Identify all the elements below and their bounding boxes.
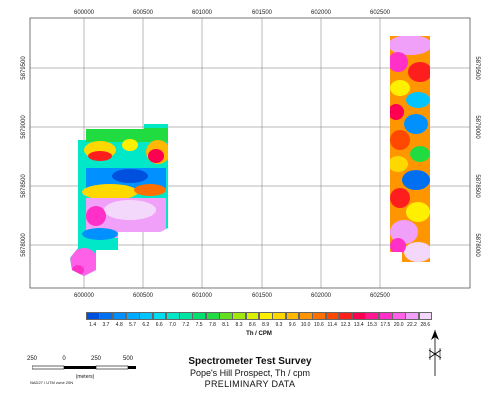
legend-swatch — [112, 312, 127, 320]
legend-unit-label: Th / CPM — [246, 331, 272, 337]
scale-bar: 250 0 250 500 (meters) NAD27 / UTM zone … — [27, 356, 140, 386]
color-legend: 1.4 3.7 4.8 5.7 6.2 6.6 7.0 7.2 7.5 7.8 8.1 8.3 8.6 8… — [86, 312, 433, 342]
legend-swatch — [338, 312, 353, 320]
legend-value-label: 13.4 — [353, 322, 364, 328]
x-tick-top-600500: 600500 — [133, 10, 154, 16]
legend-swatch — [378, 312, 393, 320]
legend-value-label: 15.3 — [367, 322, 377, 328]
legend-swatch — [405, 312, 420, 320]
map-title: Spectrometer Test Survey — [188, 356, 312, 367]
x-tick-bottom-602000: 602000 — [311, 293, 332, 299]
scale-bar-graphic — [32, 365, 136, 370]
legend-swatch — [219, 312, 233, 320]
legend-swatch — [205, 312, 220, 320]
legend-swatch — [298, 312, 313, 320]
y-tick-left-5879500: 5879500 — [21, 56, 27, 80]
legend-value-label: 7.0 — [169, 322, 176, 328]
legend-swatch — [259, 312, 273, 320]
legend-swatch — [179, 312, 193, 320]
x-tick-bottom-602500: 602500 — [370, 293, 391, 299]
x-tick-bottom-601000: 601000 — [192, 293, 213, 299]
x-tick-top-601000: 601000 — [192, 10, 213, 16]
legend-swatch — [245, 312, 260, 320]
x-tick-bottom-600500: 600500 — [133, 293, 154, 299]
legend-swatch — [165, 312, 180, 320]
x-tick-top-602500: 602500 — [370, 10, 391, 16]
scale-label-right: 500 — [122, 356, 133, 362]
title-block: Spectrometer Test Survey Pope's Hill Pro… — [150, 356, 350, 390]
legend-swatch — [232, 312, 247, 320]
y-tick-right-5879500: 5879500 — [474, 56, 480, 80]
legend-value-label: 8.3 — [235, 322, 243, 328]
legend-swatch — [192, 312, 207, 320]
x-tick-top-602000: 602000 — [311, 10, 332, 16]
legend-value-label: 9.3 — [275, 322, 283, 328]
x-tick-top-601500: 601500 — [252, 10, 273, 16]
legend-value-label: 8.6 — [248, 322, 256, 328]
y-axis-right-labels: 5879500 5879000 5878500 5878000 — [474, 56, 480, 257]
legend-value-label: 8.9 — [262, 322, 270, 328]
x-tick-top-600000: 600000 — [74, 10, 95, 16]
legend-value-label: 7.5 — [195, 322, 203, 328]
legend-swatch — [285, 312, 300, 320]
legend-value-label: 4.8 — [115, 322, 123, 328]
legend-value-label: 20.0 — [393, 322, 404, 328]
east-survey-block — [390, 36, 430, 262]
legend-value-label: 9.6 — [288, 322, 296, 328]
legend-value-label: 11.4 — [327, 322, 337, 328]
legend-value-label: 7.8 — [208, 322, 216, 328]
y-tick-left-5878500: 5878500 — [21, 174, 27, 198]
legend-value-label: 22.2 — [407, 322, 417, 328]
legend-swatch — [325, 312, 340, 320]
legend-swatch — [152, 312, 167, 320]
survey-map: 600000 600500 601000 601500 602000 602500 600… — [21, 10, 480, 299]
legend-value-label: 10.6 — [314, 322, 324, 328]
x-axis-bottom-labels: 600000 600500 601000 601500 602000 602500 — [74, 293, 391, 299]
scale-label-left: 250 — [26, 356, 37, 362]
y-tick-left-5878000: 5878000 — [21, 233, 27, 257]
scale-label-zero: 0 — [62, 356, 66, 362]
legend-swatch — [418, 312, 433, 320]
y-tick-right-5878000: 5878000 — [474, 233, 480, 257]
legend-value-label: 7.2 — [182, 322, 190, 328]
legend-swatch — [86, 312, 100, 320]
x-tick-bottom-601500: 601500 — [252, 293, 273, 299]
legend-value-label: 10.0 — [300, 322, 311, 328]
legend-value-label: 6.6 — [155, 322, 163, 328]
map-subtitle: Pope's Hill Prospect, Th / cpm — [189, 368, 311, 378]
legend-swatch — [312, 312, 327, 320]
scale-unit-label: (meters) — [75, 374, 95, 380]
north-arrow-icon — [428, 330, 442, 376]
y-tick-right-5878500: 5878500 — [474, 174, 480, 198]
legend-swatch — [139, 312, 154, 320]
legend-swatch — [125, 312, 140, 320]
y-tick-right-5879000: 5879000 — [474, 115, 480, 139]
legend-swatch — [99, 312, 114, 320]
x-axis-top-labels: 600000 600500 601000 601500 602000 602500 — [74, 10, 391, 16]
legend-value-label: 6.2 — [142, 322, 150, 328]
projection-label: NAD27 / UTM zone 20N — [30, 380, 74, 385]
legend-value-label: 3.7 — [102, 322, 110, 328]
x-tick-bottom-600000: 600000 — [74, 293, 95, 299]
legend-value-label: 28.6 — [420, 322, 431, 328]
legend-swatch — [392, 312, 406, 320]
y-tick-left-5879000: 5879000 — [21, 115, 27, 139]
legend-swatch — [272, 312, 287, 320]
legend-swatch — [352, 312, 366, 320]
legend-value-label: 8.1 — [222, 322, 230, 328]
legend-value-label: 5.7 — [129, 322, 137, 328]
legend-value-label: 12.3 — [340, 322, 351, 328]
scale-label-mid: 250 — [90, 356, 101, 362]
data-status-label: PRELIMINARY DATA — [204, 379, 296, 389]
y-axis-left-labels: 5879500 5879000 5878500 5878000 — [21, 56, 27, 257]
legend-value-label: 17.5 — [380, 322, 391, 328]
legend-value-label: 1.4 — [89, 322, 97, 328]
legend-swatch — [365, 312, 380, 320]
